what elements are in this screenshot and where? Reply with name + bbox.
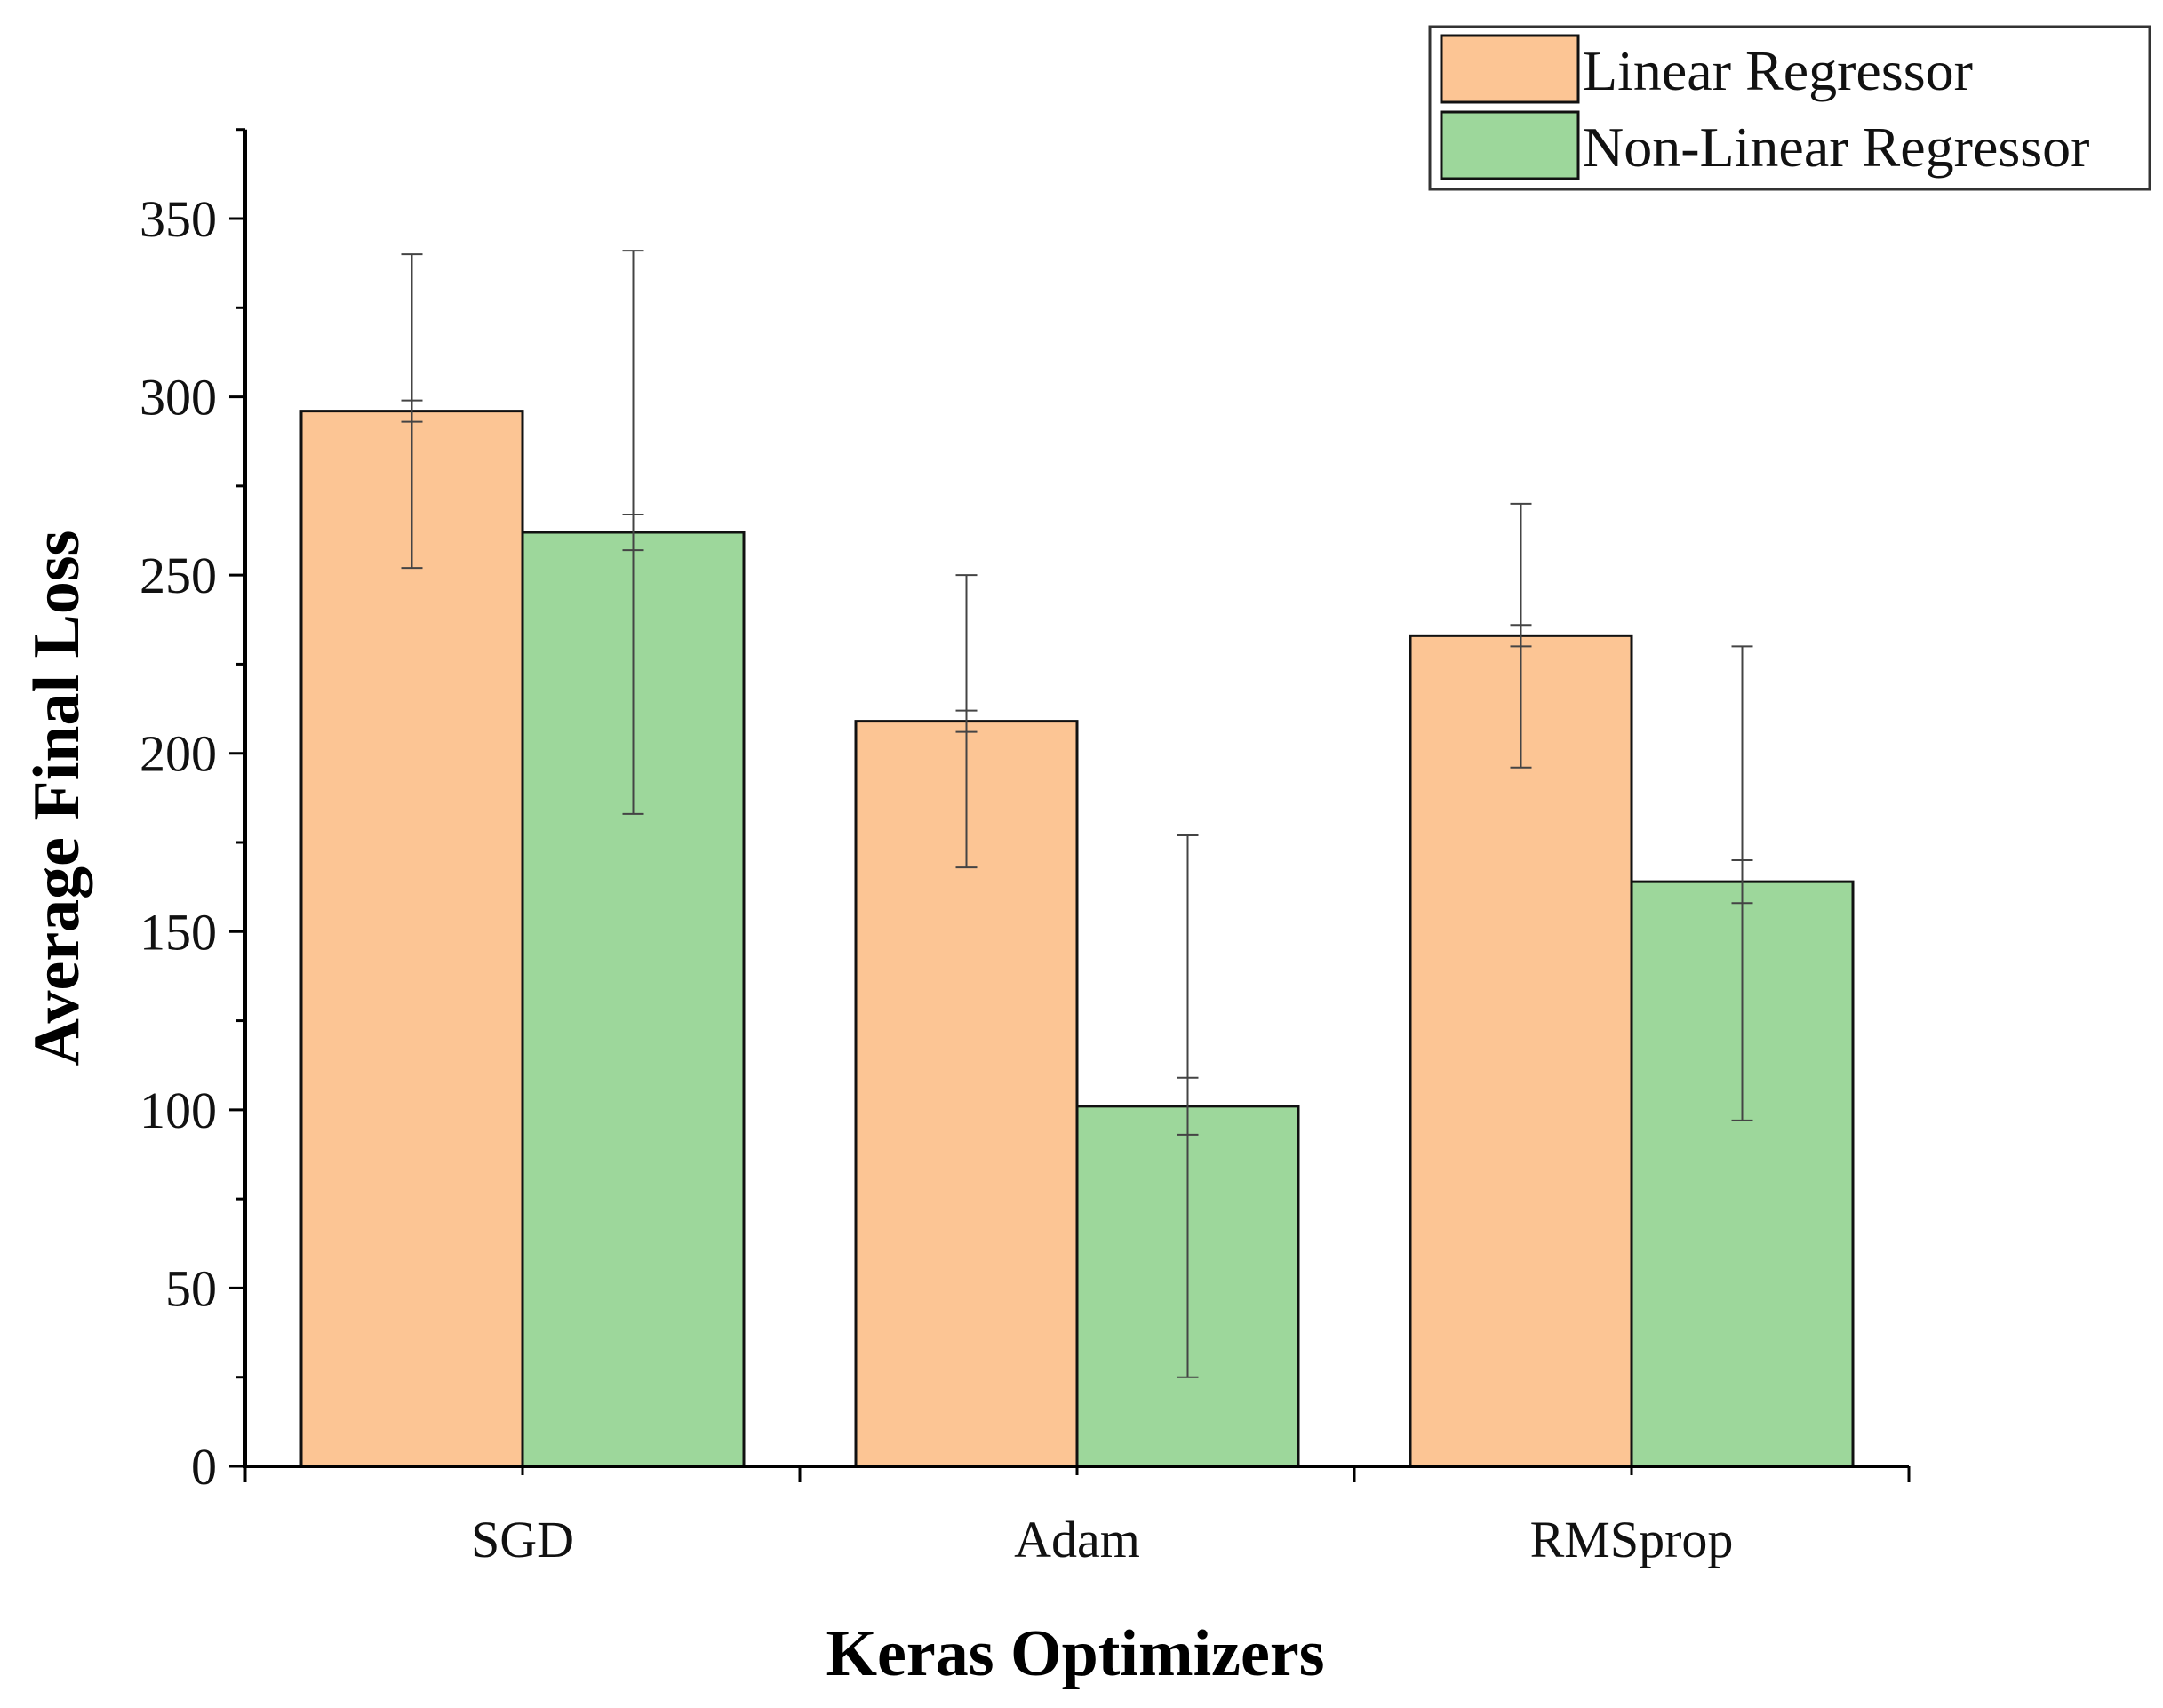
y-tick-label-200: 200 bbox=[140, 725, 217, 783]
bars-group bbox=[299, 410, 1855, 1468]
legend-label-linear: Linear Regressor bbox=[1583, 39, 1973, 102]
x-tick-labels: SGD Adam RMSprop bbox=[471, 1511, 1733, 1568]
legend-label-nonlinear: Non-Linear Regressor bbox=[1583, 116, 2089, 179]
bar-rmsprop-linear bbox=[1409, 634, 1633, 1468]
y-tick-label-150: 150 bbox=[140, 903, 217, 961]
legend: Linear Regressor Non-Linear Regressor bbox=[1428, 25, 2151, 191]
legend-swatch-nonlinear bbox=[1440, 110, 1580, 180]
y-tick-label-350: 350 bbox=[140, 190, 217, 248]
y-tick-label-250: 250 bbox=[140, 547, 217, 604]
x-tick-label-rmsprop: RMSprop bbox=[1530, 1511, 1734, 1568]
bar-sgd-linear bbox=[299, 410, 524, 1468]
y-tick-label-50: 50 bbox=[165, 1259, 217, 1317]
y-tick-label-300: 300 bbox=[140, 369, 217, 427]
y-tick-labels: 0 50 100 150 200 250 300 350 bbox=[140, 190, 217, 1496]
y-tick-label-100: 100 bbox=[140, 1081, 217, 1139]
x-axis-title: Keras Optimizers bbox=[826, 1617, 1325, 1690]
x-tick-label-adam: Adam bbox=[1014, 1511, 1140, 1568]
legend-swatch-linear bbox=[1440, 34, 1580, 104]
axes-group bbox=[229, 128, 1911, 1482]
x-tick-label-sgd: SGD bbox=[471, 1511, 574, 1568]
error-bars-group bbox=[401, 250, 1753, 1378]
y-axis-title: Average Final Loss bbox=[20, 531, 93, 1066]
y-tick-label-0: 0 bbox=[191, 1438, 217, 1496]
